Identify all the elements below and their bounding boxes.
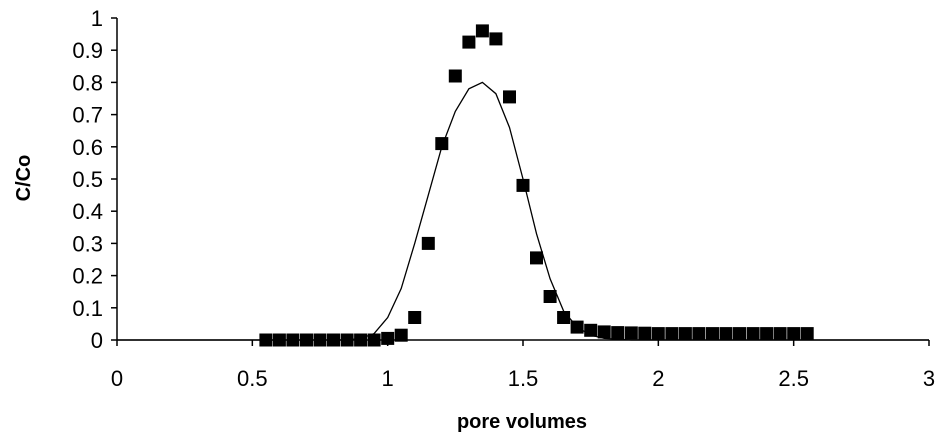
data-point-square xyxy=(611,326,625,340)
y-tick-label: 0.8 xyxy=(72,70,103,95)
x-tick-label: 0.5 xyxy=(237,366,268,391)
y-tick-label: 0.3 xyxy=(72,231,103,256)
data-point-square xyxy=(408,311,422,324)
data-point-square xyxy=(651,327,665,341)
data-point-square xyxy=(638,326,652,340)
y-tick-label: 0.2 xyxy=(72,264,103,289)
data-point-square xyxy=(530,251,543,265)
y-tick-label: 0.6 xyxy=(72,135,103,160)
data-point-square xyxy=(381,331,395,345)
data-point-square xyxy=(746,327,760,341)
y-tick-label: 0.1 xyxy=(72,296,103,321)
data-point-square xyxy=(543,290,557,303)
data-point-square xyxy=(773,327,787,341)
data-point-square xyxy=(760,327,774,341)
data-point-square xyxy=(678,327,692,341)
data-point-square xyxy=(475,24,489,38)
data-point-square xyxy=(692,327,706,341)
data-point-square xyxy=(597,325,611,339)
data-point-square xyxy=(516,178,530,192)
data-point-square xyxy=(462,35,476,49)
y-axis-title: C/Co xyxy=(13,155,35,202)
data-point-square xyxy=(719,327,733,341)
tick-labels: 0 0.1 0.2 0.3 0.4 0.5 0.6 0.7 0.8 0.9 1 0 0.5 1 1.5 2 2.… xyxy=(72,6,935,391)
y-tick-label: 0.9 xyxy=(72,38,103,63)
x-axis-title: pore volumes xyxy=(457,411,587,433)
data-point-square xyxy=(354,333,368,347)
data-point-square xyxy=(665,327,679,341)
series-line-fitted xyxy=(117,81,929,341)
data-point-square xyxy=(421,236,435,250)
x-tick-label: 2.5 xyxy=(778,366,809,391)
x-tick-label: 0 xyxy=(111,366,123,391)
series-layer xyxy=(117,24,929,347)
x-tick-label: 1 xyxy=(382,366,394,391)
data-point-square xyxy=(787,327,801,341)
y-tick-label: 0.7 xyxy=(72,103,103,128)
data-point-square xyxy=(448,69,462,83)
data-point-square xyxy=(489,32,503,46)
data-point-square xyxy=(800,327,814,341)
y-tick-label: 1 xyxy=(91,6,103,31)
data-point-square xyxy=(624,326,638,340)
x-tick-label: 2 xyxy=(652,366,664,391)
x-tick-label: 1.5 xyxy=(508,366,539,391)
data-point-square xyxy=(503,90,516,104)
y-tick-label: 0.4 xyxy=(72,199,103,224)
data-point-square xyxy=(435,137,449,151)
y-tick-label: 0.5 xyxy=(72,167,103,192)
data-point-square xyxy=(706,327,719,341)
y-tick-label: 0 xyxy=(91,328,103,353)
data-point-square xyxy=(394,328,408,342)
x-tick-label: 3 xyxy=(923,366,935,391)
data-point-square xyxy=(733,327,746,341)
data-point-square xyxy=(557,311,571,324)
data-point-square xyxy=(367,333,381,347)
